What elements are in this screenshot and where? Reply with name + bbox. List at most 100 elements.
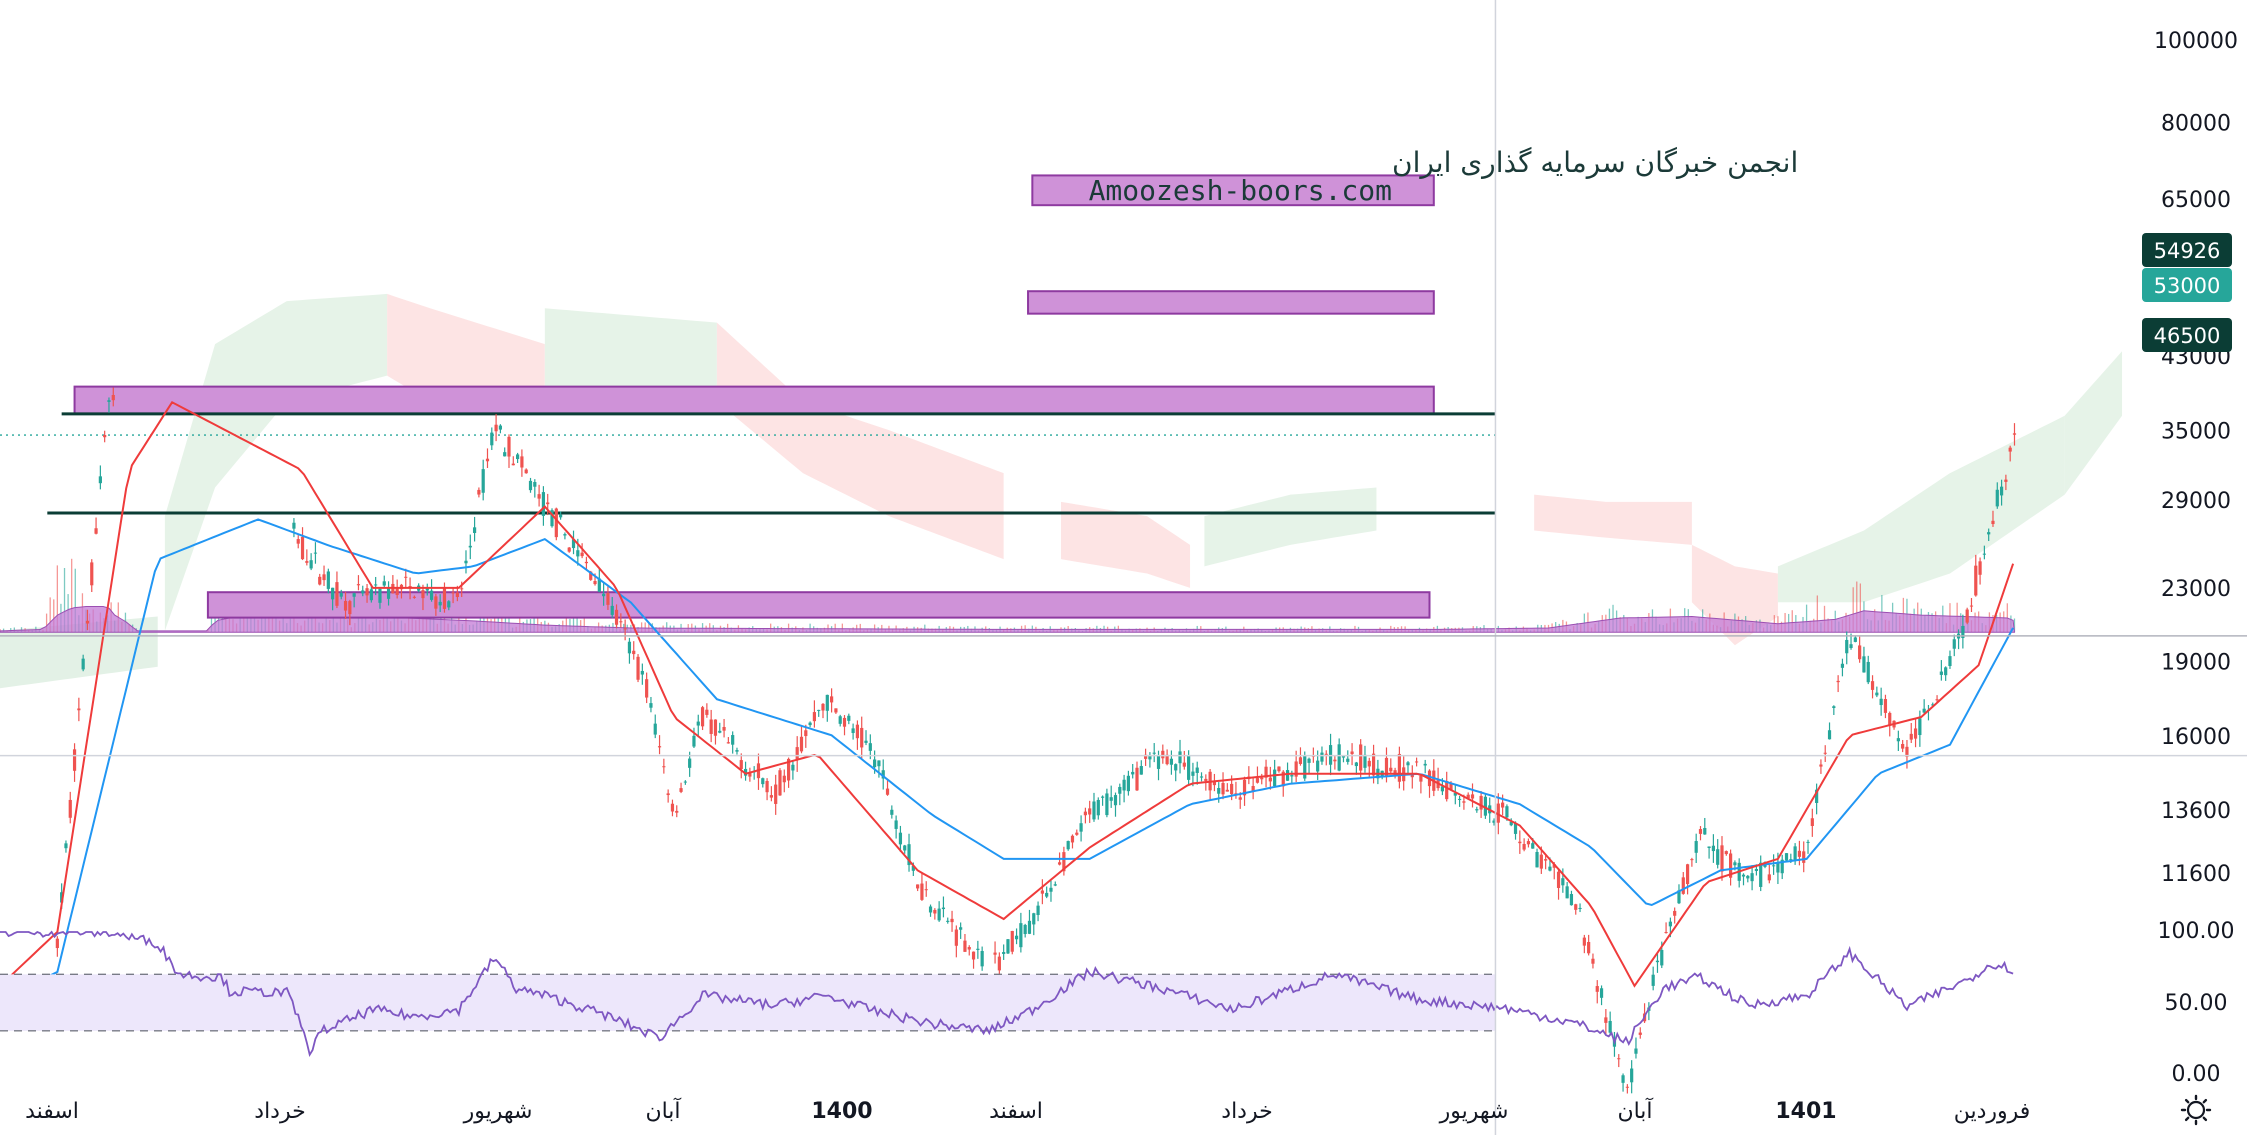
candle-body [894, 820, 898, 829]
candle-body [920, 883, 924, 900]
rsi-axis-label: 50.00 [2165, 991, 2228, 1016]
candle-body [1053, 884, 1057, 886]
candle-body [90, 562, 94, 586]
candle-body [778, 770, 782, 796]
candle-body [602, 593, 606, 597]
candle-body [1466, 794, 1470, 799]
candle-body [309, 560, 313, 569]
candle-body [1083, 811, 1087, 816]
candle-body [352, 593, 356, 597]
candle-body [610, 605, 614, 615]
candle-body [1561, 878, 1565, 886]
candle-body [1681, 877, 1685, 894]
candle-body [812, 712, 816, 722]
price-tag-value: 54926 [2154, 239, 2221, 263]
candle-body [1935, 699, 1939, 701]
rsi-axis[interactable]: 100.00 50.00 0.00 [2158, 919, 2235, 1087]
candle-body [670, 803, 675, 812]
candle-body [937, 908, 941, 921]
candle-body [1870, 681, 1875, 690]
candle-body [1660, 949, 1664, 966]
candle-body [1045, 892, 1049, 897]
candle-body [1479, 795, 1483, 810]
candle-body [485, 458, 490, 462]
candle-body [916, 884, 920, 889]
cloud-segment-3 [544, 308, 717, 402]
candle-body [537, 494, 541, 499]
price-axis[interactable]: 1000008000065000430003500029000230001900… [2142, 29, 2238, 887]
candle-body [447, 601, 451, 608]
candle-body [1776, 863, 1780, 873]
candle-body [868, 743, 872, 751]
candle-body [1793, 846, 1797, 862]
candle-body [1057, 862, 1062, 865]
candle-body [1931, 704, 1935, 706]
candle-body [1152, 752, 1156, 754]
price-axis-label: 23000 [2161, 577, 2231, 602]
candle-body [1651, 974, 1655, 986]
candle-body [692, 735, 696, 747]
candle-body [460, 588, 464, 590]
candle-body [1780, 859, 1784, 874]
price-axis-label: 16000 [2161, 725, 2231, 750]
candle-body [429, 590, 434, 600]
candle-body [1144, 754, 1148, 759]
candle-body [412, 596, 416, 598]
candle-body [1462, 801, 1466, 803]
price-tag-0: 54926 [2142, 233, 2232, 267]
resistance-zone-2 [73, 385, 1435, 415]
candle-body [1470, 794, 1475, 799]
candle-body [1909, 733, 1913, 740]
candle-body [851, 728, 855, 734]
candle-body [1298, 757, 1303, 764]
candle-body [1165, 754, 1169, 765]
candle-body [903, 845, 907, 851]
candle-body [1178, 751, 1182, 764]
candle-body [1604, 1017, 1608, 1023]
candle-body [1969, 605, 1974, 607]
cloud-segment-2 [387, 293, 545, 402]
candle-body [55, 938, 59, 949]
candle-body [877, 760, 881, 767]
price-axis-label: 11600 [2161, 862, 2231, 887]
candle-body [1290, 775, 1294, 777]
time-axis[interactable]: اسفند خرداد شهریور آبان 1400 اسفند خرداد شهریور… [25, 1097, 2030, 1124]
candle-body [941, 907, 946, 910]
candle-body [1264, 766, 1268, 778]
candle-body [842, 717, 847, 727]
candle-body [623, 628, 627, 630]
settings-gear-icon[interactable] [2180, 1094, 2212, 1126]
candle-body [343, 600, 348, 611]
candle-body [1513, 822, 1518, 834]
candle-body [924, 889, 928, 891]
candle-body [1406, 762, 1410, 766]
candle-body [1638, 1032, 1642, 1035]
candle-body [1544, 859, 1548, 861]
candle-body [1410, 774, 1414, 778]
candle-body [1591, 958, 1595, 964]
candle-body [1965, 609, 1969, 623]
candle-body [907, 844, 911, 866]
candle-body [520, 456, 524, 468]
candle-body [825, 694, 829, 711]
candle-body [1014, 935, 1019, 940]
candle-body [584, 561, 589, 564]
candle-body [468, 545, 472, 548]
candle-body [533, 482, 537, 487]
candle-body [361, 590, 365, 594]
candle-body [335, 582, 339, 606]
candle-body [1888, 712, 1892, 726]
candle-body [911, 865, 915, 871]
candle-body [1023, 924, 1027, 935]
candle-body [1449, 783, 1453, 790]
candle-body [1767, 874, 1771, 881]
candle-body [1862, 656, 1866, 673]
candle-body [881, 770, 885, 779]
candle-body [1995, 489, 1999, 507]
cloud-segment-4 [716, 322, 1004, 560]
cloud-segment-5 [1061, 501, 1191, 588]
candle-body [1109, 797, 1113, 801]
candle-body [855, 724, 860, 739]
